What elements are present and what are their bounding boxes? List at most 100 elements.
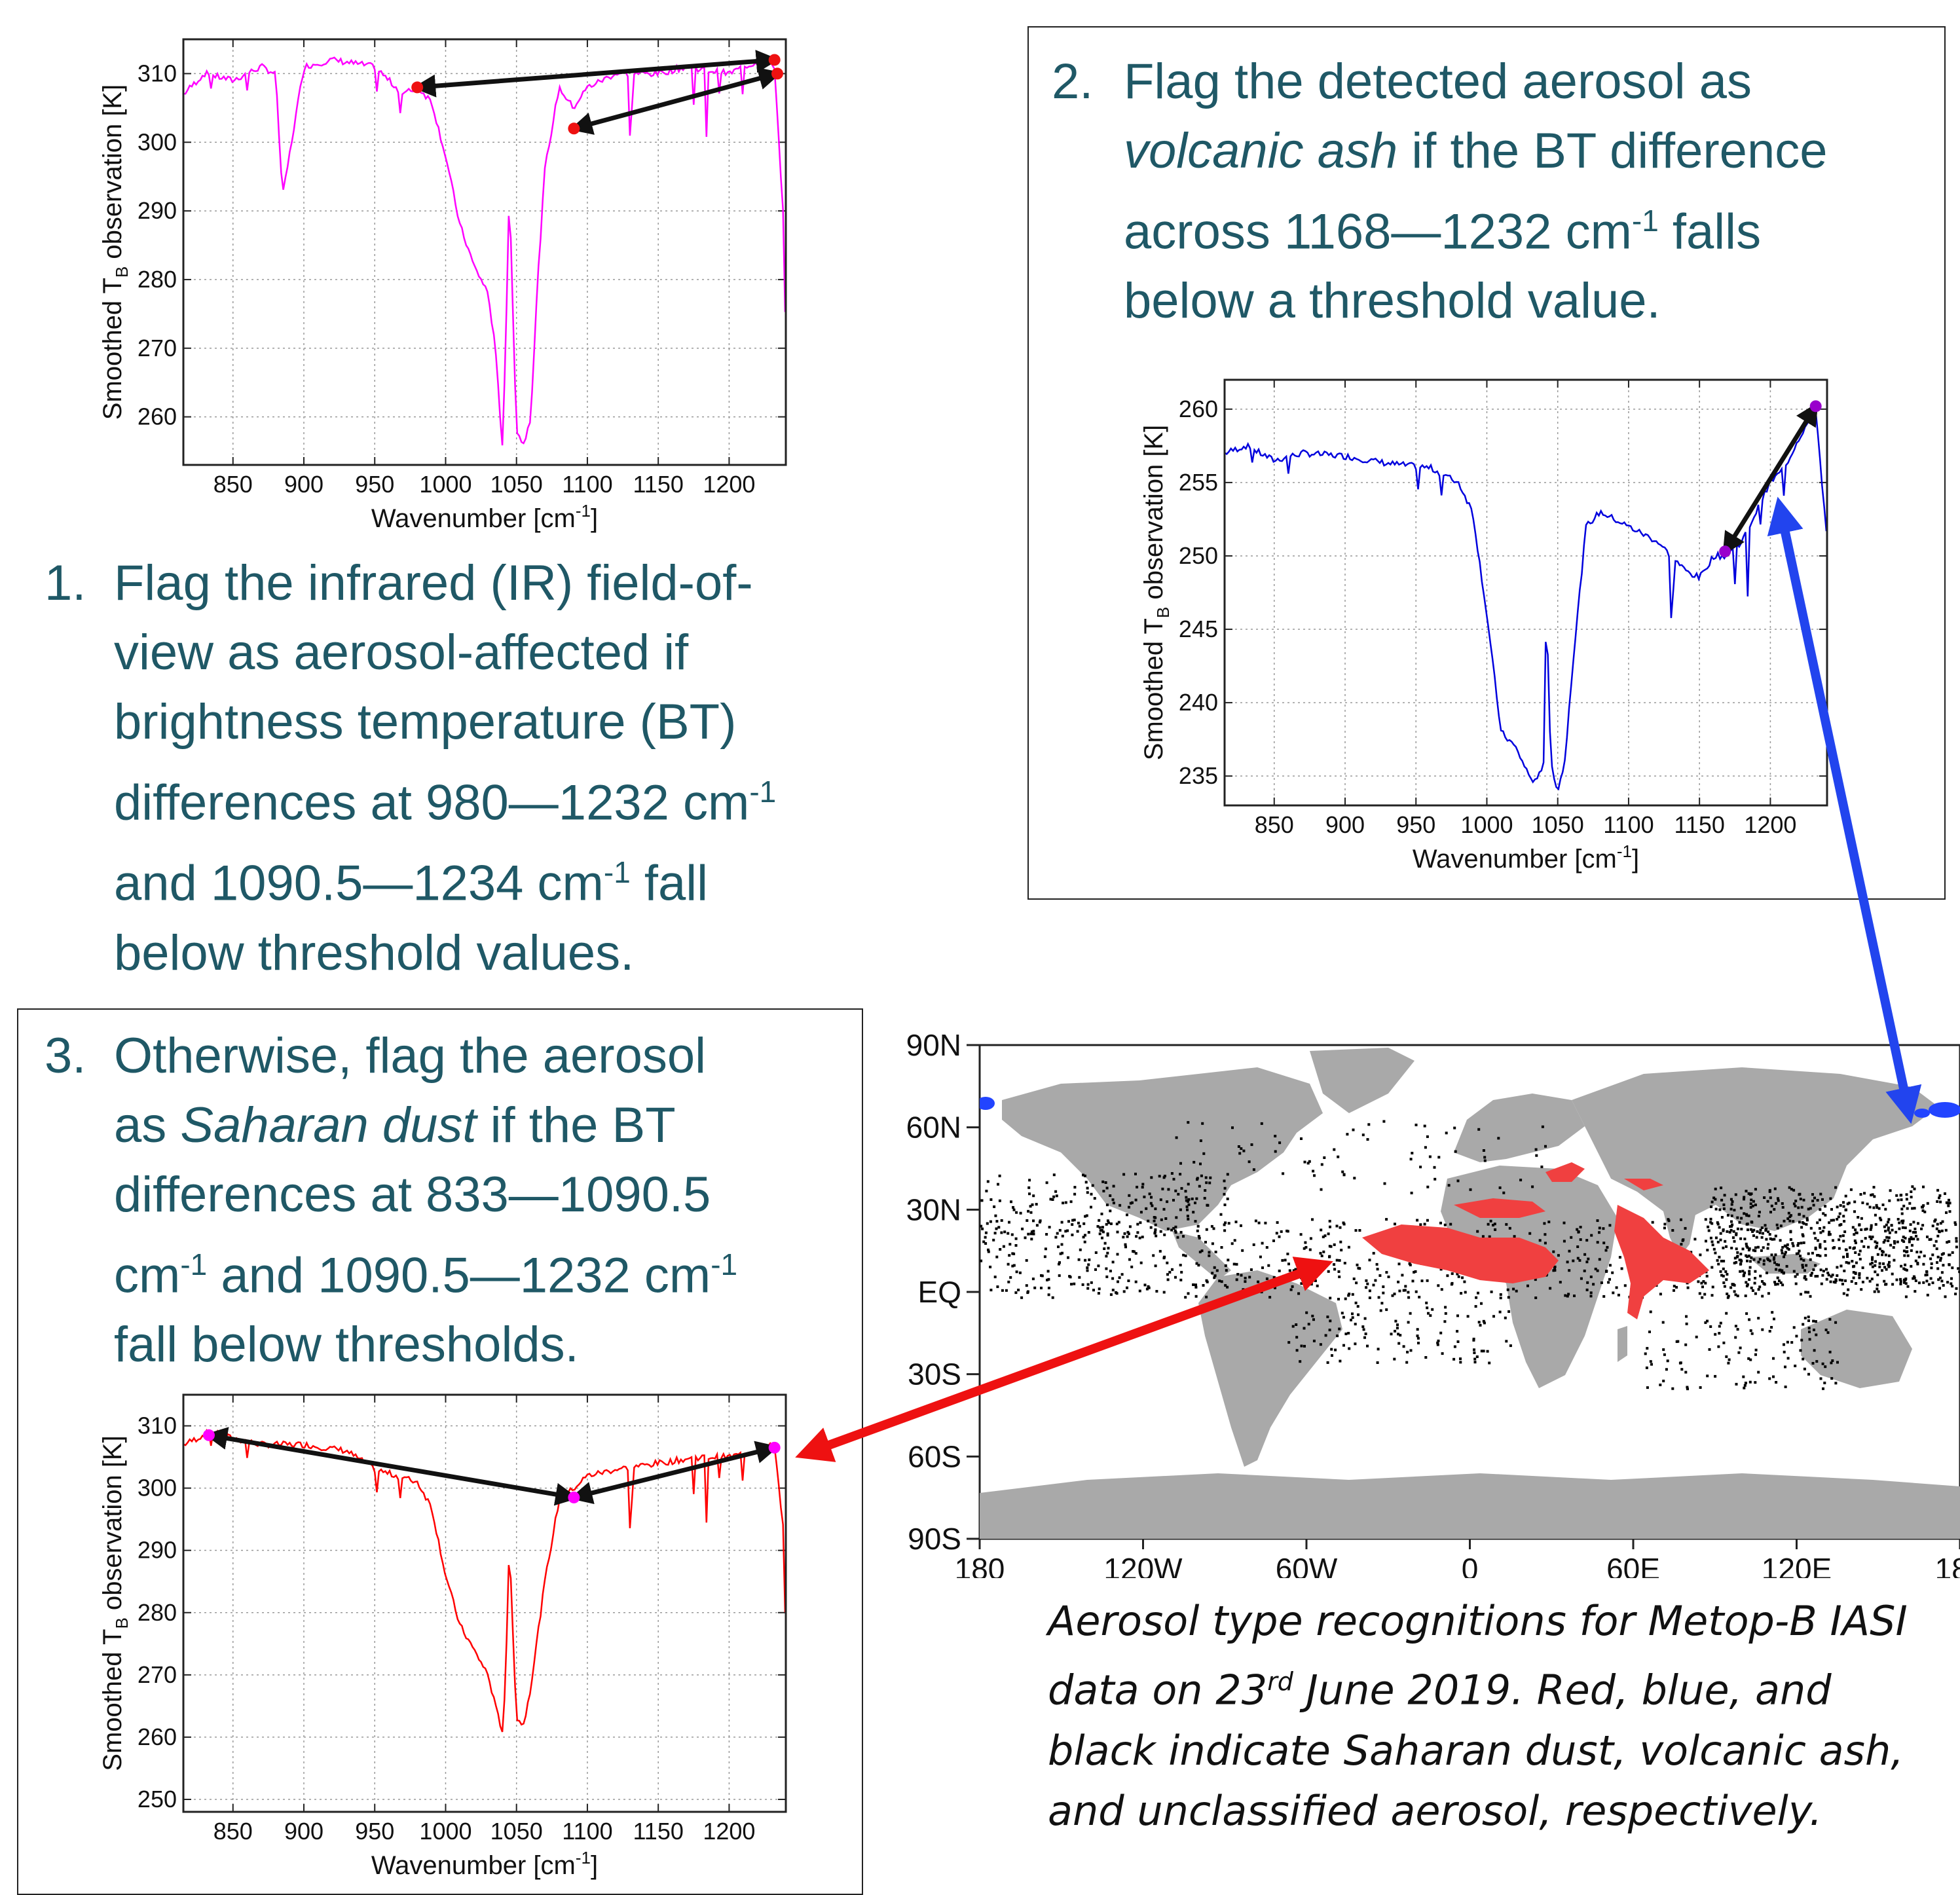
- x-tick-label: 1100: [562, 471, 612, 498]
- unclassified-point: [1792, 1220, 1795, 1223]
- unclassified-point: [1507, 1296, 1510, 1299]
- unclassified-point: [1841, 1279, 1844, 1282]
- unclassified-point: [1895, 1278, 1898, 1281]
- unclassified-point: [1589, 1291, 1593, 1295]
- unclassified-point: [1141, 1236, 1144, 1239]
- unclassified-point: [1441, 1352, 1444, 1355]
- unclassified-point: [1830, 1219, 1833, 1222]
- unclassified-point: [1881, 1253, 1884, 1257]
- unclassified-point: [1182, 1253, 1185, 1257]
- unclassified-point: [1409, 1263, 1412, 1266]
- unclassified-point: [1208, 1254, 1211, 1257]
- unclassified-point: [1364, 1333, 1367, 1335]
- unclassified-point: [1445, 1131, 1448, 1135]
- unclassified-point: [1816, 1221, 1819, 1224]
- unclassified-point: [1819, 1192, 1822, 1196]
- unclassified-point: [1038, 1221, 1041, 1224]
- y-axis-label: Smoothed TB observation [K]: [1139, 425, 1173, 760]
- unclassified-point: [1931, 1253, 1934, 1257]
- plot-frame: [182, 1393, 787, 1813]
- unclassified-point: [1887, 1239, 1890, 1242]
- unclassified-point: [1598, 1226, 1601, 1230]
- unclassified-point: [1139, 1211, 1143, 1214]
- unclassified-point: [1842, 1201, 1845, 1204]
- unclassified-point: [1739, 1207, 1743, 1209]
- unclassified-point: [1492, 1315, 1495, 1318]
- unclassified-point: [1883, 1225, 1886, 1228]
- unclassified-point: [1758, 1211, 1761, 1214]
- unclassified-point: [1193, 1160, 1196, 1164]
- unclassified-point: [1347, 1245, 1350, 1249]
- unclassified-point: [1819, 1268, 1822, 1272]
- unclassified-point: [1830, 1207, 1833, 1211]
- unclassified-point: [1116, 1253, 1119, 1256]
- unclassified-point: [1494, 1228, 1497, 1231]
- unclassified-point: [1590, 1234, 1593, 1237]
- unclassified-point: [1461, 1276, 1464, 1279]
- step-2-text: 2. Flag the detected aerosol as volcanic…: [1052, 47, 1936, 335]
- unclassified-point: [1809, 1295, 1812, 1298]
- unclassified-point: [1681, 1239, 1684, 1242]
- unclassified-point: [1770, 1253, 1773, 1257]
- unclassified-point: [1906, 1250, 1909, 1253]
- unclassified-point: [1940, 1253, 1944, 1256]
- unclassified-point: [1124, 1245, 1127, 1249]
- unclassified-point: [1876, 1287, 1879, 1291]
- unclassified-point: [1812, 1268, 1815, 1272]
- unclassified-point: [1853, 1200, 1857, 1204]
- unclassified-point: [1447, 1184, 1451, 1187]
- unclassified-point: [1346, 1133, 1349, 1136]
- unclassified-point: [986, 1222, 989, 1225]
- unclassified-point: [1097, 1292, 1100, 1295]
- unclassified-point: [1129, 1202, 1132, 1205]
- unclassified-point: [1187, 1121, 1190, 1124]
- unclassified-point: [1327, 1270, 1330, 1273]
- unclassified-point: [1743, 1238, 1747, 1241]
- unclassified-point: [1878, 1265, 1881, 1268]
- unclassified-point: [1817, 1239, 1819, 1242]
- unclassified-point: [1704, 1281, 1707, 1285]
- unclassified-point: [1562, 1221, 1566, 1224]
- x-tick-label: 900: [284, 1818, 324, 1845]
- unclassified-point: [1818, 1227, 1821, 1230]
- unclassified-point: [1928, 1238, 1931, 1241]
- unclassified-point: [1198, 1251, 1202, 1253]
- unclassified-point: [1573, 1295, 1576, 1297]
- unclassified-point: [1913, 1187, 1916, 1190]
- unclassified-point: [1409, 1349, 1413, 1352]
- unclassified-point: [1754, 1204, 1757, 1207]
- unclassified-point: [1300, 1137, 1303, 1140]
- unclassified-point: [1915, 1251, 1919, 1254]
- unclassified-point: [1174, 1189, 1177, 1192]
- unclassified-point: [1308, 1248, 1312, 1251]
- unclassified-point: [1416, 1219, 1419, 1222]
- unclassified-point: [1174, 1276, 1177, 1279]
- unclassified-point: [1111, 1289, 1115, 1292]
- unclassified-point: [1754, 1381, 1757, 1384]
- unclassified-point: [1211, 1272, 1214, 1275]
- unclassified-point: [1028, 1192, 1031, 1196]
- unclassified-point: [1154, 1207, 1157, 1211]
- unclassified-point: [1071, 1219, 1075, 1222]
- unclassified-point: [1015, 1211, 1018, 1214]
- unclassified-point: [1512, 1287, 1515, 1291]
- unclassified-point: [1488, 1235, 1491, 1238]
- unclassified-point: [1904, 1278, 1908, 1280]
- unclassified-point: [1861, 1280, 1864, 1283]
- unclassified-point: [1132, 1250, 1136, 1253]
- unclassified-point: [1602, 1295, 1606, 1298]
- y-axis-label: Smoothed TB observation [K]: [98, 1435, 132, 1771]
- unclassified-point: [1166, 1227, 1170, 1230]
- unclassified-point: [1098, 1219, 1101, 1222]
- unclassified-point: [1319, 1251, 1322, 1255]
- unclassified-point: [1751, 1289, 1754, 1292]
- unclassified-point: [1357, 1266, 1360, 1270]
- unclassified-point: [1342, 1344, 1345, 1347]
- unclassified-point: [1196, 1229, 1199, 1232]
- channel-marker: [202, 1429, 215, 1441]
- y-tick-label: 240: [1179, 689, 1218, 716]
- x-tick-label: 1100: [562, 1818, 612, 1845]
- unclassified-point: [1220, 1246, 1223, 1249]
- unclassified-point: [999, 1248, 1002, 1251]
- y-axis-label-rest: observation [K]: [1139, 425, 1168, 607]
